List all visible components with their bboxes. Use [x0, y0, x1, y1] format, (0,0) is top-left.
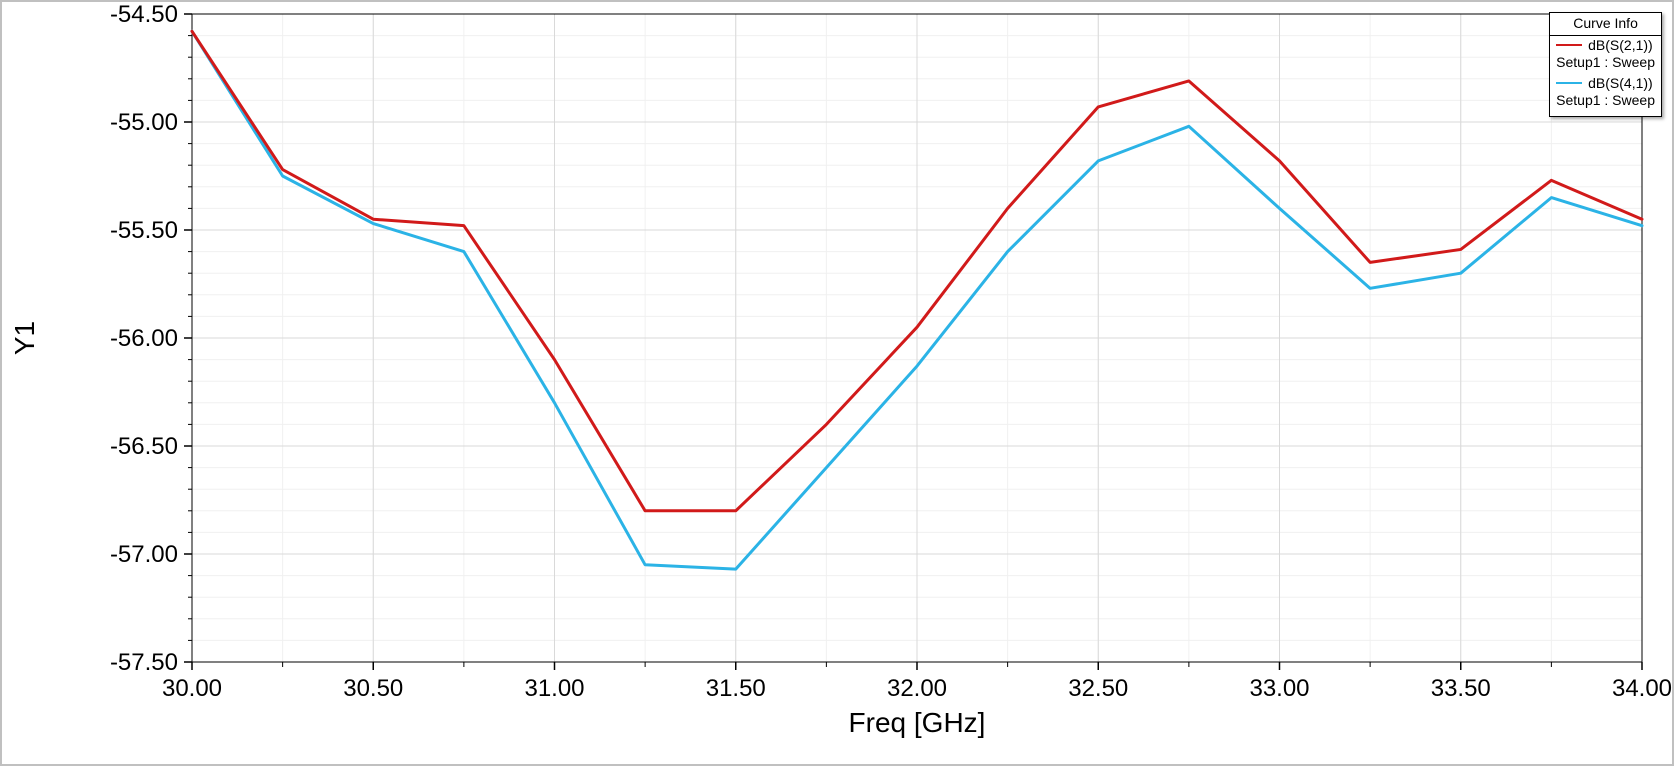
x-tick-label: 30.00: [162, 675, 222, 702]
y-ticks: -54.50 -55.00 -55.50 -56.00 -56.50 -57.00 -57.…: [110, 2, 192, 676]
legend-label-1: dB(S(4,1)): [1588, 75, 1653, 93]
x-tick-label: 33.50: [1431, 675, 1491, 702]
legend-swatch-1: [1556, 82, 1582, 84]
chart-svg: 30.00 30.50 31.00 31.50 32.00 32.50 33.00 33.50…: [2, 2, 1672, 764]
y-tick-label: -55.00: [110, 109, 178, 136]
y-tick-label: -54.50: [110, 2, 178, 28]
y-tick-label: -55.50: [110, 217, 178, 244]
chart-frame: 30.00 30.50 31.00 31.50 32.00 32.50 33.00 33.50…: [0, 0, 1674, 766]
legend-swatch-0: [1556, 44, 1582, 46]
legend-title: Curve Info: [1550, 15, 1661, 36]
y-tick-label: -57.50: [110, 649, 178, 676]
x-tick-label: 34.00: [1612, 675, 1672, 702]
legend-sub-0: Setup1 : Sweep: [1550, 54, 1661, 74]
legend-sub-1: Setup1 : Sweep: [1550, 92, 1661, 112]
legend-entry-0: dB(S(2,1)): [1550, 36, 1661, 55]
x-axis-title: Freq [GHz]: [849, 707, 986, 738]
y-axis-title: Y1: [9, 321, 40, 355]
legend-label-0: dB(S(2,1)): [1588, 37, 1653, 55]
y-tick-label: -56.00: [110, 325, 178, 352]
x-tick-label: 32.00: [887, 675, 947, 702]
y-tick-label: -56.50: [110, 433, 178, 460]
legend-entry-1: dB(S(4,1)): [1550, 74, 1661, 93]
legend-box: Curve Info dB(S(2,1)) Setup1 : Sweep dB(…: [1549, 12, 1662, 117]
y-tick-label: -57.00: [110, 541, 178, 568]
x-tick-label: 30.50: [343, 675, 403, 702]
x-tick-label: 31.50: [706, 675, 766, 702]
x-ticks: 30.00 30.50 31.00 31.50 32.00 32.50 33.00 33.50…: [162, 662, 1672, 702]
x-tick-label: 32.50: [1068, 675, 1128, 702]
x-tick-label: 33.00: [1249, 675, 1309, 702]
x-tick-label: 31.00: [524, 675, 584, 702]
